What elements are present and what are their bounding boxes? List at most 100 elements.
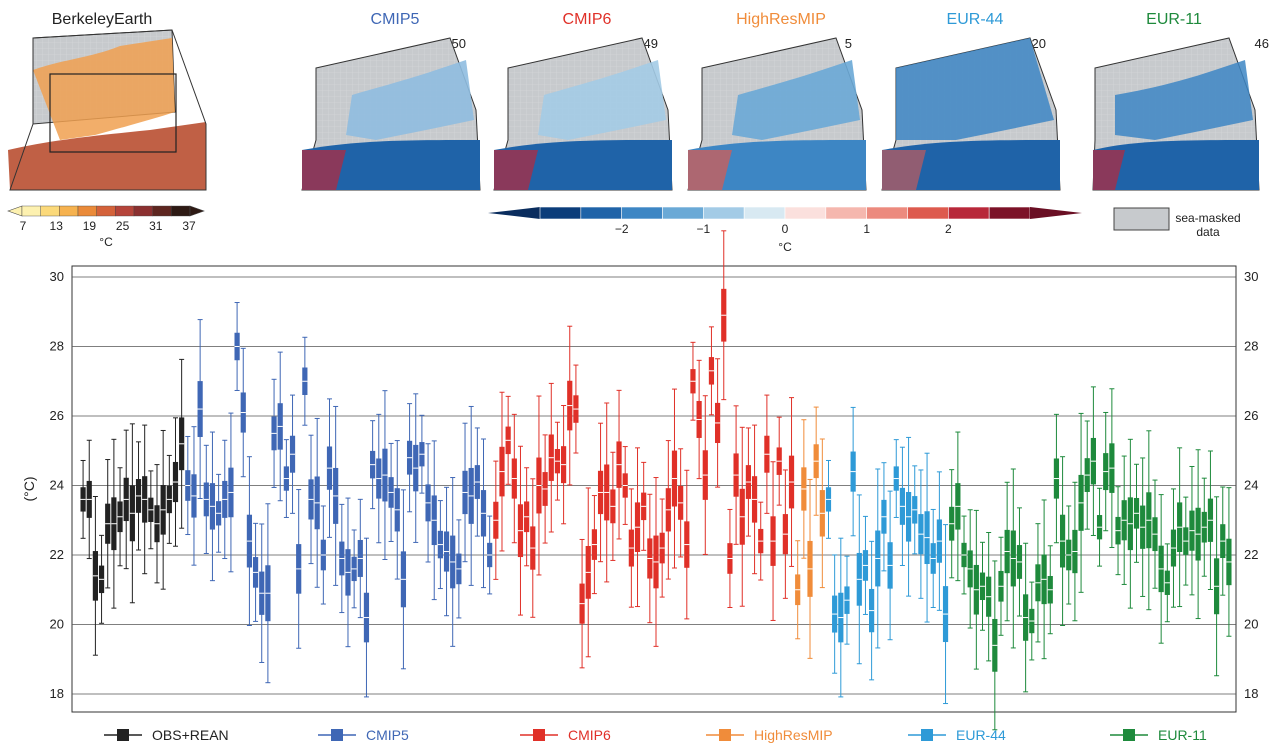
y-tick-label-left: 24 (50, 478, 64, 493)
colorbar-tick-label: 13 (50, 219, 64, 233)
sea-mask-swatch (1113, 207, 1170, 231)
colorbar-tick-label: 37 (182, 219, 196, 233)
grid-lines (72, 276, 1236, 695)
legend-label: EUR-11 (1158, 727, 1207, 743)
y-tick-label-right: 18 (1244, 686, 1258, 701)
map-africa (8, 122, 206, 190)
y-axis-label: (°C) (21, 476, 37, 501)
y-tick-label-left: 20 (50, 617, 64, 632)
y-tick-label-right: 30 (1244, 269, 1258, 284)
colorbar-tick-label: 7 (20, 219, 27, 233)
colorbar-segment (743, 206, 786, 220)
map-panel-eur44: EUR-44 20 (881, 11, 1061, 191)
colorbar-segment (825, 206, 867, 220)
colorbar-extend-high (1030, 207, 1082, 219)
colorbar-tick-label: 31 (149, 219, 163, 233)
colorbar-segment (988, 206, 1031, 220)
legend-marker (719, 729, 731, 741)
boxes (80, 230, 1232, 731)
colorbar-segment (580, 206, 622, 220)
colorbar-segment (77, 205, 97, 217)
legend-marker (921, 729, 933, 741)
colorbar-segment (662, 206, 704, 220)
y-tick-label-right: 20 (1244, 617, 1258, 632)
y-tick-label-right: 26 (1244, 408, 1258, 423)
abs-colorbar: 7 13 19 25 31 37 °C (7, 205, 205, 249)
colorbar-tick-label: 19 (83, 219, 97, 233)
panel-count: 49 (644, 36, 658, 51)
y-tick-label-left: 28 (50, 339, 64, 354)
colorbar-unit: °C (778, 240, 792, 254)
colorbar-segment (907, 206, 949, 220)
colorbar-extend-low (7, 205, 23, 217)
colorbar-extend-high (189, 205, 205, 217)
legend-marker (117, 729, 129, 741)
legend-marker (1123, 729, 1135, 741)
colorbar-segment (703, 206, 745, 220)
panel-title: EUR-11 (1146, 11, 1202, 28)
colorbar-segment (21, 205, 41, 217)
legend: OBS+REAN CMIP5 CMIP6 HighResMIP EUR-44 EUR-11 (104, 727, 1207, 743)
panel-count: 50 (452, 36, 466, 51)
colorbar-segment (133, 205, 153, 217)
panel-title: CMIP6 (563, 11, 612, 28)
y-tick-label-right: 22 (1244, 547, 1258, 562)
panel-title: EUR-44 (947, 11, 1004, 28)
legend-label: EUR-44 (956, 727, 1006, 743)
y-tick-label-left: 26 (50, 408, 64, 423)
y-tick-label-right: 28 (1244, 339, 1258, 354)
colorbar-tick-label: 2 (945, 222, 952, 236)
legend-label: OBS+REAN (152, 727, 229, 743)
boxplot-chart: (°C) 18 18 20 20 22 22 24 24 26 26 28 28 30 30 (21, 230, 1259, 731)
legend-label: CMIP5 (366, 727, 409, 743)
map-subdomain-box (49, 73, 177, 153)
colorbar-segment (40, 205, 60, 217)
colorbar-segment (948, 206, 990, 220)
colorbar-unit: °C (99, 235, 113, 249)
colorbar-segment (152, 205, 172, 217)
plot-area (71, 265, 1237, 713)
y-tick-label-left: 22 (50, 547, 64, 562)
map-panels: BerkeleyEarth CMIP5 50 CMIP6 49 HighResM… (8, 11, 1269, 191)
map-panel-eur11: EUR-11 46 (1092, 11, 1269, 191)
panel-title: BerkeleyEarth (52, 11, 153, 28)
y-tick-label-left: 30 (50, 269, 64, 284)
y-ticks: 18 18 20 20 22 22 24 24 26 26 28 28 30 30 (50, 269, 1259, 701)
sea-mask-label-2: data (1196, 225, 1220, 239)
legend-label: HighResMIP (754, 727, 833, 743)
map-panel-cmip6: CMIP6 49 (493, 11, 673, 191)
colorbar-tick-label: −1 (696, 222, 710, 236)
colorbar-segment (115, 205, 135, 217)
sea-mask-label-1: sea-masked (1175, 211, 1240, 225)
y-tick-label-left: 18 (50, 686, 64, 701)
colorbar-segment (539, 206, 582, 220)
colorbar-segment (59, 205, 79, 217)
colorbar-segment (784, 206, 827, 220)
colorbar-tick-label: 0 (782, 222, 789, 236)
colorbar-tick-label: −2 (615, 222, 629, 236)
map-panel-berkeleyearth: BerkeleyEarth (8, 11, 207, 191)
colorbar-segment (96, 205, 116, 217)
map-panel-cmip5: CMIP5 50 (301, 11, 481, 191)
map-land-warm (33, 38, 175, 140)
colorbar-tick-label: 25 (116, 219, 130, 233)
colorbar-segment (621, 206, 663, 220)
sea-mask-legend: sea-masked data (1113, 207, 1241, 239)
map-panel-highresmip: HighResMIP 5 (687, 11, 867, 191)
y-tick-label-right: 24 (1244, 478, 1258, 493)
colorbar-extend-low (488, 207, 540, 219)
panel-count: 5 (845, 36, 852, 51)
legend-label: CMIP6 (568, 727, 611, 743)
colorbar-segment (171, 205, 191, 217)
colorbar-tick-label: 1 (863, 222, 870, 236)
bias-colorbar: −2 −1 0 1 2 °C (488, 206, 1082, 254)
colorbar-segment (866, 206, 908, 220)
panel-count: 46 (1255, 36, 1269, 51)
legend-marker (331, 729, 343, 741)
panel-title: CMIP5 (371, 11, 420, 28)
legend-marker (533, 729, 545, 741)
panel-title: HighResMIP (736, 11, 826, 28)
panel-count: 20 (1032, 36, 1046, 51)
map-frame-outer (9, 29, 207, 191)
